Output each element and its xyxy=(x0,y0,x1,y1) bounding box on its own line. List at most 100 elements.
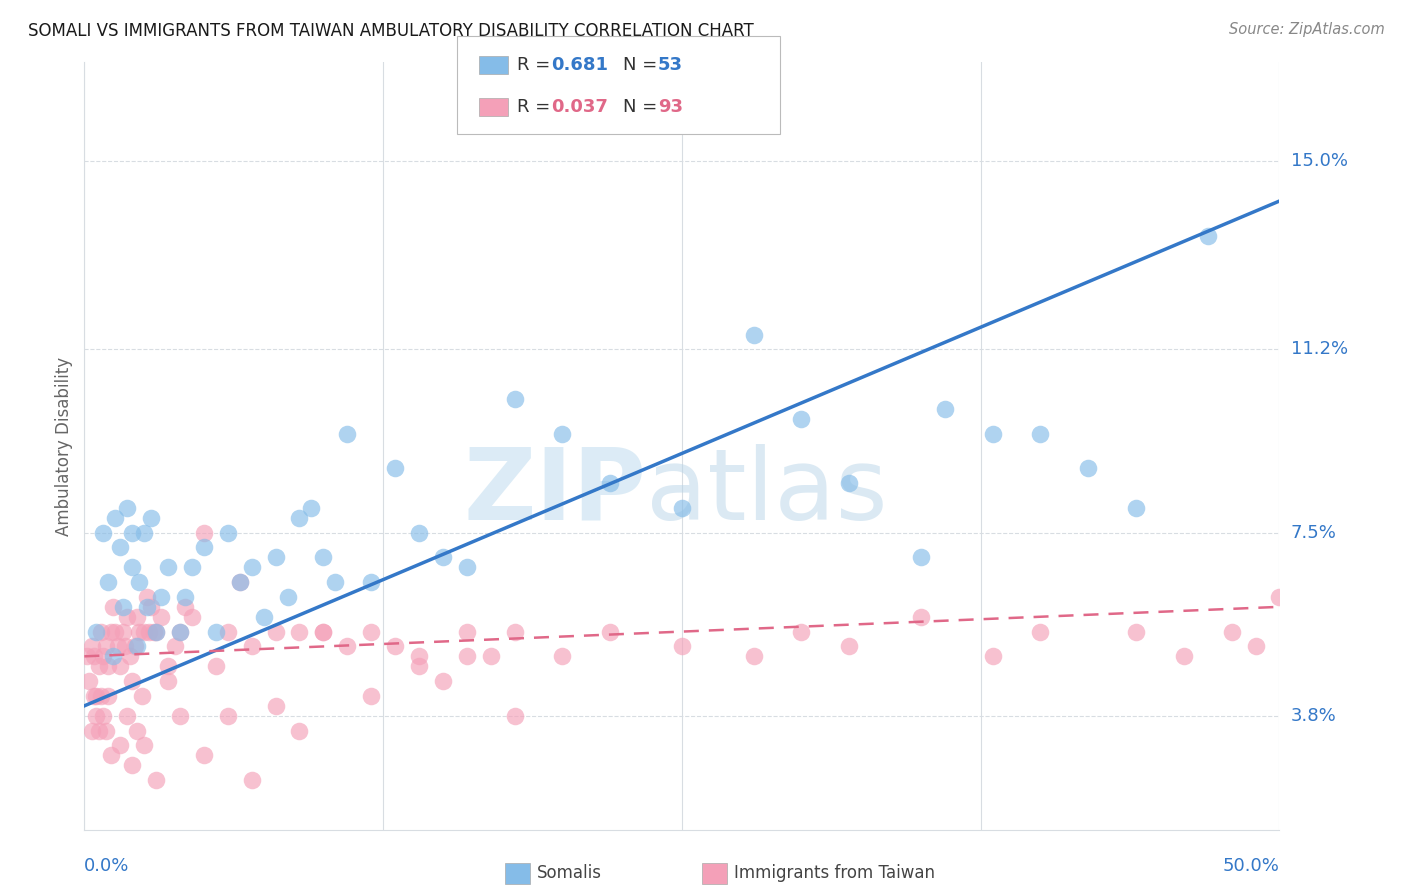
Point xyxy=(145,624,167,639)
Point xyxy=(87,659,110,673)
Point xyxy=(90,689,112,703)
Point xyxy=(117,708,139,723)
Point xyxy=(149,590,172,604)
Y-axis label: Ambulatory Disability: Ambulatory Disability xyxy=(55,357,73,535)
Point xyxy=(93,708,115,723)
Point xyxy=(181,609,204,624)
Text: 0.681: 0.681 xyxy=(551,56,609,74)
Point xyxy=(121,674,143,689)
Point xyxy=(790,411,813,425)
Point xyxy=(111,624,134,639)
Text: 15.0%: 15.0% xyxy=(1291,153,1347,170)
Point xyxy=(94,723,117,738)
Point xyxy=(301,500,323,515)
Point xyxy=(125,723,148,738)
Point xyxy=(503,392,526,406)
Text: 7.5%: 7.5% xyxy=(1291,524,1337,541)
Point xyxy=(104,510,127,524)
Point xyxy=(288,723,311,738)
Point xyxy=(277,590,299,604)
Point xyxy=(86,708,108,723)
Point xyxy=(124,640,146,654)
Point xyxy=(125,640,148,654)
Point xyxy=(169,624,191,639)
Point xyxy=(671,500,693,515)
Point xyxy=(432,550,454,565)
Text: SOMALI VS IMMIGRANTS FROM TAIWAN AMBULATORY DISABILITY CORRELATION CHART: SOMALI VS IMMIGRANTS FROM TAIWAN AMBULAT… xyxy=(28,22,754,40)
Point xyxy=(790,624,813,639)
Point xyxy=(110,739,132,753)
Point xyxy=(336,426,359,441)
Point xyxy=(360,624,382,639)
Point xyxy=(910,550,932,565)
Point xyxy=(169,624,191,639)
Point xyxy=(360,575,382,590)
Point xyxy=(77,674,100,689)
Point xyxy=(503,624,526,639)
Point xyxy=(503,708,526,723)
Point xyxy=(1029,426,1052,441)
Text: N =: N = xyxy=(623,98,662,116)
Point xyxy=(157,674,180,689)
Point xyxy=(264,698,287,713)
Point xyxy=(838,640,860,654)
Point xyxy=(742,327,765,342)
Text: ZIP: ZIP xyxy=(463,443,647,541)
Point xyxy=(193,748,215,763)
Point xyxy=(157,659,180,673)
Point xyxy=(1125,500,1147,515)
Point xyxy=(981,649,1004,664)
Point xyxy=(165,640,187,654)
Point xyxy=(135,590,157,604)
Point xyxy=(173,590,195,604)
Point xyxy=(456,624,478,639)
Point xyxy=(93,525,115,540)
Point xyxy=(83,689,105,703)
Point xyxy=(599,624,621,639)
Point xyxy=(384,461,406,475)
Point xyxy=(1220,624,1243,639)
Text: Immigrants from Taiwan: Immigrants from Taiwan xyxy=(734,864,935,882)
Point xyxy=(742,649,765,664)
Point xyxy=(142,624,165,639)
Text: 93: 93 xyxy=(658,98,683,116)
Text: atlas: atlas xyxy=(647,443,887,541)
Point xyxy=(97,659,120,673)
Point xyxy=(432,674,454,689)
Point xyxy=(360,689,382,703)
Point xyxy=(408,659,430,673)
Text: 53: 53 xyxy=(658,56,683,74)
Point xyxy=(193,525,215,540)
Point xyxy=(117,500,139,515)
Point xyxy=(80,723,103,738)
Point xyxy=(240,773,263,788)
Point xyxy=(76,649,98,664)
Point xyxy=(118,649,141,664)
Point xyxy=(114,640,136,654)
Point xyxy=(217,624,239,639)
Point xyxy=(551,426,574,441)
Point xyxy=(240,560,263,574)
Point xyxy=(149,609,172,624)
Point xyxy=(456,649,478,664)
Point xyxy=(111,599,134,614)
Point xyxy=(312,624,335,639)
Point xyxy=(131,689,153,703)
Point xyxy=(145,624,167,639)
Text: 0.0%: 0.0% xyxy=(84,857,129,875)
Point xyxy=(121,560,143,574)
Point xyxy=(121,525,143,540)
Point xyxy=(1173,649,1195,664)
Point xyxy=(551,649,574,664)
Point xyxy=(312,624,335,639)
Point xyxy=(86,689,108,703)
Text: 50.0%: 50.0% xyxy=(1223,857,1279,875)
Point xyxy=(193,541,215,555)
Point xyxy=(117,609,139,624)
Point xyxy=(181,560,204,574)
Point xyxy=(93,649,115,664)
Point xyxy=(934,401,956,416)
Point xyxy=(132,739,156,753)
Point xyxy=(135,599,157,614)
Point xyxy=(173,599,195,614)
